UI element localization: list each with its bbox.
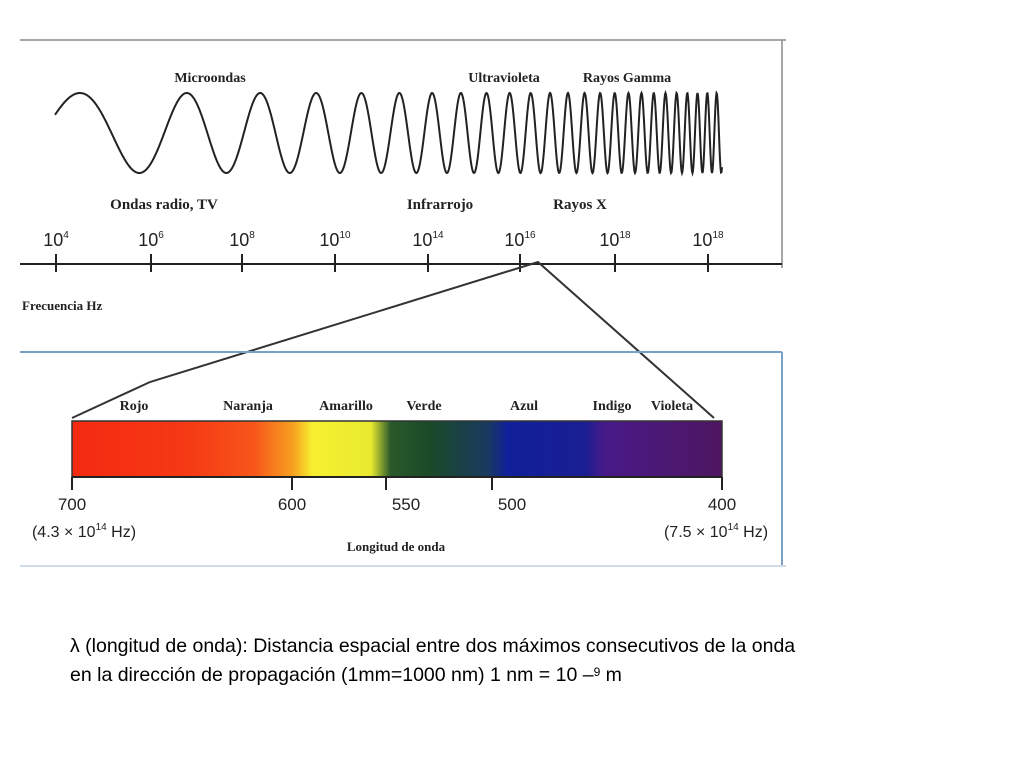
caption-line-2: en la dirección de propagación (1mm=1000… (70, 664, 622, 686)
freq-tick-label: 1010 (319, 230, 351, 250)
frequency-note-700: (4.3 × 1014 Hz) (32, 522, 136, 541)
label-rayos-x: Rayos X (553, 197, 607, 213)
zoom-connector (71, 260, 715, 419)
label-microondas: Microondas (174, 71, 246, 86)
visible-spectrum-panel (20, 351, 786, 567)
freq-tick-label: 106 (138, 230, 164, 250)
frequency-tick-marks (55, 254, 709, 272)
frequency-tick-labels: 104 106 108 1010 1014 1016 1018 1018 (43, 230, 724, 250)
color-label-rojo: Rojo (120, 399, 149, 414)
wavelength-tick-550: 550 (392, 495, 420, 514)
label-infrarrojo: Infrarrojo (407, 197, 473, 213)
freq-tick-label: 1016 (504, 230, 536, 250)
wavelength-tick-labels: 700 600 550 500 400 (4.3 × 1014 Hz) (7.5… (32, 495, 768, 541)
color-label-naranja: Naranja (223, 399, 273, 414)
freq-tick-label: 108 (229, 230, 255, 250)
freq-tick-label: 1018 (599, 230, 631, 250)
color-label-verde: Verde (406, 399, 441, 414)
visible-spectrum-band (71, 420, 723, 478)
freq-tick-label: 104 (43, 230, 69, 250)
wavelength-tick-500: 500 (498, 495, 526, 514)
label-rayos-gamma: Rayos Gamma (583, 71, 671, 86)
color-label-violeta: Violeta (651, 399, 693, 414)
color-label-amarillo: Amarillo (319, 399, 373, 414)
freq-tick-label: 1014 (412, 230, 444, 250)
electromagnetic-spectrum-diagram: Microondas Ultravioleta Rayos Gamma Onda… (20, 39, 786, 567)
label-ondas-radio-tv: Ondas radio, TV (110, 197, 218, 213)
label-ultravioleta: Ultravioleta (468, 71, 540, 86)
wave-icon (54, 89, 723, 177)
color-label-indigo: Indigo (593, 399, 632, 414)
color-label-azul: Azul (510, 399, 538, 414)
spectrum-color-labels: Rojo Naranja Amarillo Verde Azul Indigo … (120, 399, 694, 414)
freq-tick-label: 1018 (692, 230, 724, 250)
wavelength-axis-label: Longitud de onda (347, 539, 446, 554)
caption-line-1: λ (longitud de onda): Distancia espacial… (70, 635, 796, 657)
wavelength-tick-700: 700 (58, 495, 86, 514)
frequency-note-400: (7.5 × 1014 Hz) (664, 522, 768, 541)
wavelength-tick-400: 400 (708, 495, 736, 514)
caption: λ (longitud de onda): Distancia espacial… (70, 632, 970, 690)
top-panel (20, 39, 786, 272)
wavelength-tick-600: 600 (278, 495, 306, 514)
frequency-axis-label: Frecuencia Hz (22, 298, 102, 313)
